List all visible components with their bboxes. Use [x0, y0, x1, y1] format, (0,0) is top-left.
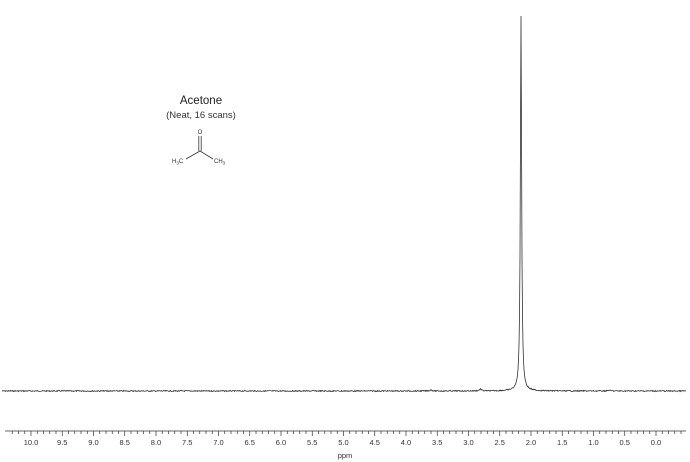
- tick-label: 6.5: [245, 438, 255, 447]
- tick-label: 4.0: [401, 438, 411, 447]
- tick-label: 8.0: [151, 438, 161, 447]
- tick-label: 5.5: [307, 438, 317, 447]
- left-methyl-h: H: [172, 159, 176, 165]
- bond-right: [199, 150, 214, 160]
- tick-label: 3.5: [432, 438, 442, 447]
- right-methyl-sub: 3: [223, 161, 226, 166]
- chart-title: Acetone: [180, 95, 222, 107]
- tick-label: 5.0: [338, 438, 348, 447]
- right-methyl-ch: CH: [214, 159, 223, 165]
- left-methyl-label: H3C: [172, 159, 184, 166]
- spectrum-layer: [1, 15, 687, 393]
- tick-label: 0.5: [620, 438, 630, 447]
- tick-label: 3.0: [463, 438, 473, 447]
- tick-label: 10.0: [24, 438, 39, 447]
- left-methyl-sub: 3: [176, 161, 179, 166]
- tick-label: 9.5: [57, 438, 67, 447]
- left-methyl-c: C: [179, 159, 184, 165]
- oxygen-label: O: [198, 130, 203, 136]
- tick-label: 8.5: [120, 438, 130, 447]
- tick-label: 9.0: [88, 438, 98, 447]
- tick-label: 1.0: [588, 438, 598, 447]
- bond-left: [185, 150, 201, 160]
- tick-label: 2.5: [495, 438, 505, 447]
- x-axis-ticks: 10.0 9.5 9.0 8.5 8.0 7.5 7.0 6.5 6.0 5.5 5.0 4.5 4.0…: [11, 431, 682, 447]
- tick-label: 6.0: [276, 438, 286, 447]
- right-methyl-label: CH3: [214, 159, 226, 166]
- tick-label: 1.5: [557, 438, 567, 447]
- spectrum-trace: [1, 15, 687, 393]
- x-axis-label: ppm: [338, 451, 353, 460]
- tick-label: 7.0: [213, 438, 223, 447]
- acetone-structure: O H3C CH3: [172, 130, 226, 166]
- chart-subtitle: (Neat, 16 scans): [166, 110, 236, 121]
- tick-label: 0.0: [651, 438, 661, 447]
- tick-label: 4.5: [370, 438, 380, 447]
- tick-label: 7.5: [182, 438, 192, 447]
- tick-label: 2.0: [526, 438, 536, 447]
